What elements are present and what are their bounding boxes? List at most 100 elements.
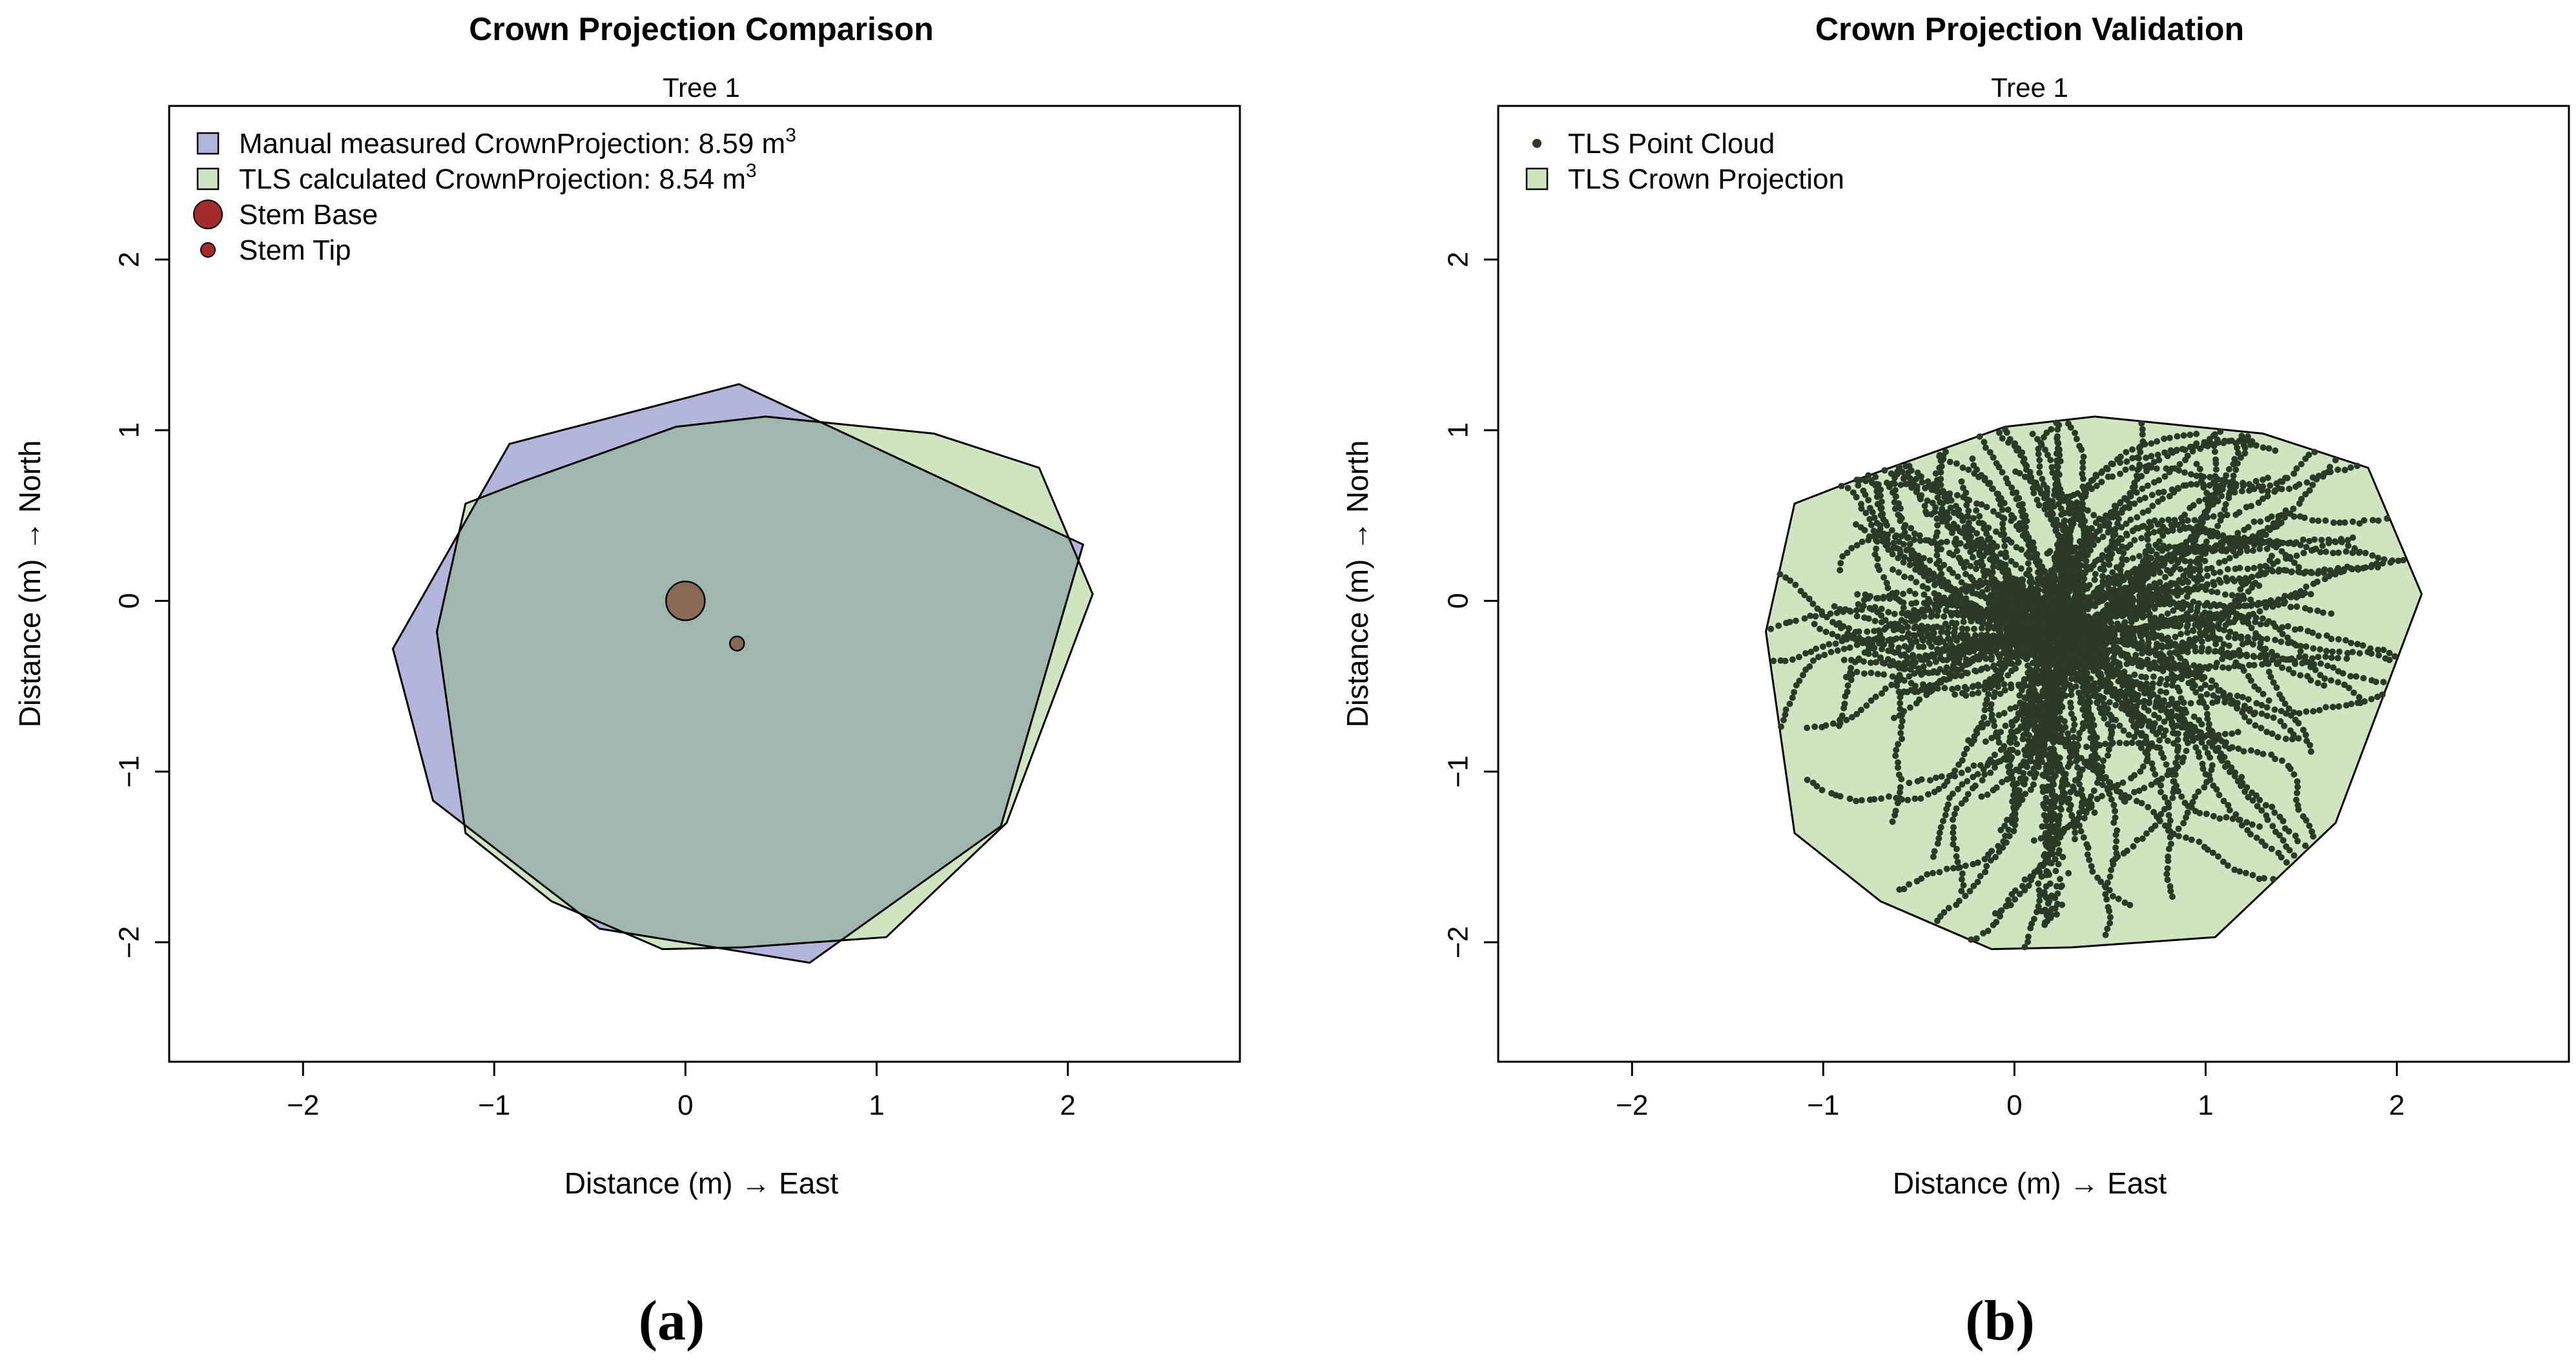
point-cloud-dot	[2007, 705, 2014, 712]
point-cloud-dot	[2374, 694, 2381, 700]
point-cloud-dot	[2112, 701, 2119, 708]
point-cloud-dot	[2009, 747, 2016, 754]
point-cloud-dot	[2220, 603, 2227, 610]
point-cloud-dot	[2068, 812, 2076, 819]
point-cloud-dot	[1782, 711, 1789, 718]
point-cloud-dot	[2380, 679, 2387, 686]
point-cloud-dot	[1895, 512, 1902, 518]
point-cloud-dot	[1877, 654, 1884, 661]
point-cloud-dot	[2257, 518, 2264, 525]
point-cloud-dot	[2200, 473, 2207, 480]
point-cloud-dot	[2212, 466, 2220, 473]
point-cloud-dot	[1891, 610, 1898, 617]
point-cloud-dot	[2167, 447, 2174, 454]
point-cloud-dot	[1973, 507, 1980, 514]
point-cloud-dot	[2159, 523, 2167, 530]
point-cloud-dot	[2077, 828, 2085, 835]
point-cloud-dot	[1829, 630, 1836, 637]
point-cloud-dot	[2201, 681, 2209, 688]
point-cloud-dot	[2190, 544, 2197, 552]
y-tick-label: 0	[114, 593, 145, 608]
point-cloud-dot	[2288, 639, 2295, 646]
point-cloud-dot	[2105, 529, 2112, 536]
point-cloud-dot	[2212, 546, 2218, 553]
point-cloud-dot	[1891, 533, 1899, 541]
point-cloud-dot	[2088, 594, 2096, 601]
point-cloud-dot	[2225, 535, 2232, 542]
point-cloud-dot	[1979, 520, 1986, 527]
point-cloud-dot	[2112, 807, 2118, 814]
point-cloud-dot	[2142, 463, 2149, 470]
point-cloud-dot	[2114, 853, 2121, 860]
point-cloud-dot	[2058, 511, 2065, 518]
point-cloud-dot	[2094, 754, 2101, 761]
point-cloud-dot	[2260, 750, 2267, 758]
point-cloud-dot	[2064, 781, 2071, 788]
point-cloud-dot	[2237, 454, 2244, 461]
point-cloud-dot	[2302, 732, 2309, 738]
point-cloud-dot	[2185, 643, 2192, 650]
point-cloud-dot	[1862, 477, 1870, 484]
point-cloud-dot	[2158, 676, 2165, 683]
point-cloud-dot	[2090, 541, 2097, 548]
point-cloud-dot	[1838, 482, 1845, 490]
point-cloud-dot	[1977, 536, 1984, 543]
point-cloud-dot	[1943, 865, 1950, 873]
point-cloud-dot	[2207, 684, 2214, 691]
point-cloud-dot	[2239, 780, 2246, 787]
point-cloud-dot	[2088, 477, 2095, 484]
point-cloud-dot	[2115, 515, 2122, 522]
point-cloud-dot	[1868, 697, 1875, 704]
point-cloud-dot	[2148, 464, 2155, 471]
point-cloud-dot	[2243, 651, 2250, 658]
point-cloud-dot	[2307, 677, 2314, 684]
legend-label: Manual measured CrownProjection: 8.59 m3	[239, 125, 796, 160]
point-cloud-dot	[2172, 634, 2179, 641]
point-cloud-dot	[1858, 501, 1864, 508]
point-cloud-dot	[2166, 435, 2173, 442]
point-cloud-dot	[1999, 525, 2006, 532]
point-cloud-dot	[2238, 612, 2244, 619]
point-cloud-dot	[2209, 728, 2216, 735]
point-cloud-dot	[2270, 679, 2277, 686]
point-cloud-dot	[2025, 737, 2032, 744]
point-cloud-dot	[1871, 651, 1879, 658]
point-cloud-dot	[1897, 598, 1904, 605]
point-cloud-dot	[2107, 914, 2114, 921]
point-cloud-dot	[1968, 618, 1975, 625]
point-cloud-dot	[2395, 557, 2402, 564]
point-cloud-dot	[2159, 636, 2166, 643]
point-cloud-dot	[1923, 510, 1930, 517]
point-cloud-dot	[1897, 730, 1904, 737]
point-cloud-dot	[2214, 522, 2221, 530]
point-cloud-dot	[2017, 699, 2024, 707]
point-cloud-dot	[2239, 663, 2246, 670]
point-cloud-dot	[1911, 530, 1918, 537]
point-cloud-dot	[2215, 745, 2222, 752]
point-cloud-dot	[2285, 666, 2293, 673]
x-tick-label: 1	[869, 1090, 884, 1121]
point-cloud-dot	[1958, 672, 1965, 679]
point-cloud-dot	[2094, 796, 2101, 803]
point-cloud-dot	[2112, 844, 2119, 851]
point-cloud-dot	[2024, 725, 2031, 732]
point-cloud-dot	[2192, 621, 2199, 628]
point-cloud-dot	[1840, 645, 1848, 652]
point-cloud-dot	[1928, 643, 1935, 650]
point-cloud-dot	[2084, 851, 2091, 858]
point-cloud-dot	[1942, 676, 1950, 683]
point-cloud-dot	[1997, 495, 2004, 502]
point-cloud-dot	[2353, 673, 2360, 680]
point-cloud-dot	[1916, 532, 1923, 539]
point-cloud-dot	[2291, 513, 2298, 520]
point-cloud-dot	[1853, 493, 1860, 501]
point-cloud-dot	[1843, 674, 1850, 681]
legend-label: TLS calculated CrownProjection: 8.54 m3	[239, 160, 757, 195]
point-cloud-dot	[2360, 675, 2367, 682]
point-cloud-dot	[2230, 544, 2237, 552]
point-cloud-dot	[1897, 789, 1903, 796]
point-cloud-dot	[2314, 679, 2322, 687]
point-cloud-dot	[1959, 781, 1966, 788]
point-cloud-dot	[2007, 739, 2014, 746]
point-cloud-dot	[2142, 674, 2149, 681]
